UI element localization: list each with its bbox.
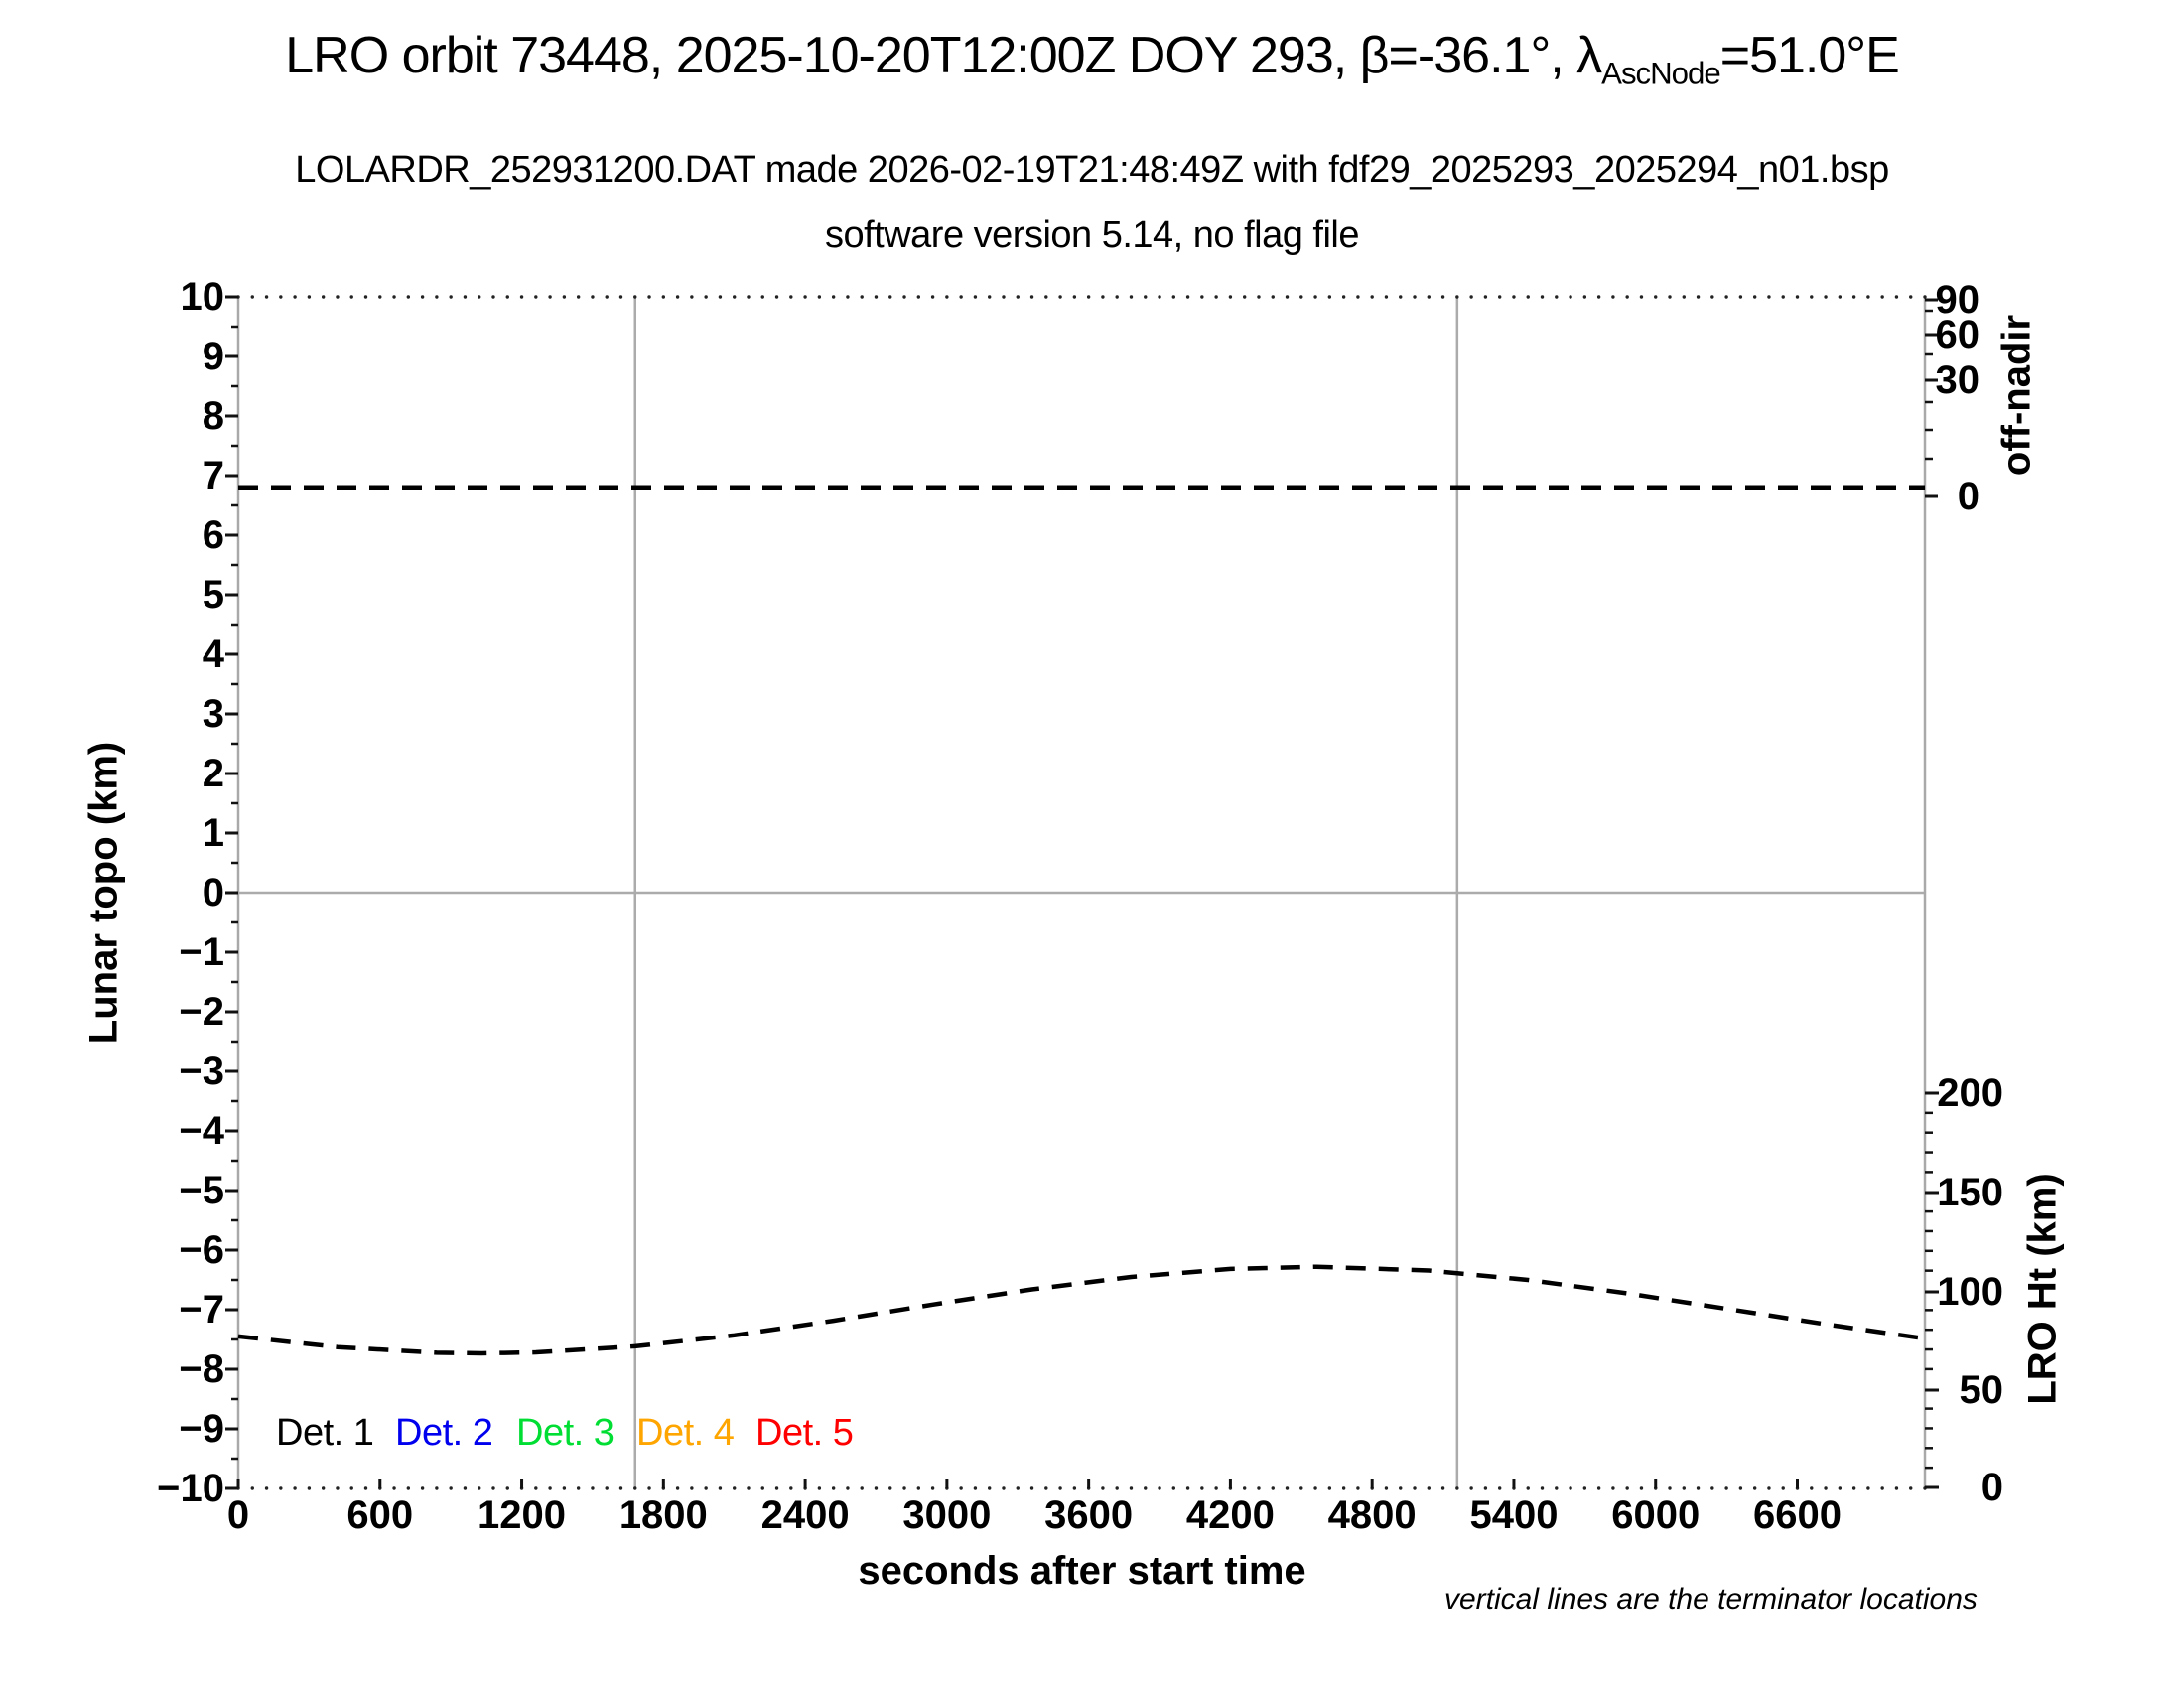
x-tick-label: 4200: [1185, 1493, 1275, 1537]
plot-title-subscript: AscNode: [1601, 56, 1721, 91]
legend-det-1: Det. 1: [276, 1412, 374, 1454]
y-left-tick-label: 10: [180, 275, 225, 319]
reference-lines: [238, 297, 1925, 1488]
y-left-tick-label: −9: [179, 1407, 224, 1451]
lro-ht-tick-label: 100: [1937, 1270, 2003, 1314]
plot-title-prefix: LRO orbit 73448, 2025-10-20T12:00Z DOY 2…: [285, 27, 1602, 84]
off-nadir-tick-label: 90: [1935, 278, 1980, 322]
lro-ht-tick-label: 0: [1980, 1466, 2003, 1509]
y-left-tick-label: 0: [202, 871, 224, 914]
y-left-tick-label: −10: [157, 1467, 224, 1510]
off-nadir-tick-label: 30: [1935, 358, 1980, 402]
lro-ht-tick-label: 200: [1937, 1071, 2003, 1115]
legend-det-3: Det. 3: [516, 1412, 614, 1454]
y-left-tick-label: −5: [179, 1169, 224, 1212]
plot-subtitle-version: software version 5.14, no flag file: [824, 214, 1360, 256]
x-tick-label: 3000: [902, 1493, 992, 1537]
series-LRO-height: [237, 1264, 1926, 1356]
off-nadir-axis-label: off-nadir: [1994, 314, 2039, 477]
x-tick-label: 0: [226, 1493, 250, 1537]
y-left-tick-label: −1: [179, 930, 224, 974]
lro-ht-tick-label: 150: [1937, 1171, 2003, 1214]
lro-ht-axis-label: LRO Ht (km): [2020, 1173, 2065, 1405]
off-nadir-tick-label: 60: [1935, 313, 1980, 356]
y-left-tick-label: 1: [202, 811, 224, 855]
y-left-tick-label: 7: [202, 454, 224, 497]
x-tick-label: 2400: [760, 1493, 850, 1537]
terminator-note: vertical lines are the terminator locati…: [1444, 1583, 1978, 1616]
plot-subtitle-file: LOLARDR_252931200.DAT made 2026-02-19T21…: [295, 149, 1889, 191]
y-left-tick-label: 3: [202, 692, 224, 736]
legend-det-4: Det. 4: [636, 1412, 735, 1454]
y-left-tick-label: −3: [179, 1050, 224, 1093]
plot-title: LRO orbit 73448, 2025-10-20T12:00Z DOY 2…: [0, 26, 2184, 91]
x-tick-label: 6000: [1611, 1493, 1701, 1537]
y-left-tick-label: 5: [202, 573, 224, 617]
x-tick-label: 5400: [1469, 1493, 1559, 1537]
legend-det-5: Det. 5: [755, 1412, 854, 1454]
off-nadir-tick-label: 0: [1957, 475, 1979, 518]
plot-title-suffix: =51.0°E: [1719, 27, 1900, 84]
y-left-tick-label: −6: [179, 1228, 224, 1272]
x-tick-label: 6600: [1753, 1493, 1842, 1537]
y-left-tick-label: 9: [202, 335, 224, 378]
x-tick-label: 3600: [1044, 1493, 1134, 1537]
y-left-tick-label: −8: [179, 1347, 224, 1391]
x-tick-label: 4800: [1327, 1493, 1417, 1537]
y-left-tick-label: 4: [202, 633, 224, 676]
lro-ht-tick-label: 50: [1959, 1368, 2004, 1412]
y-left-tick-label: 8: [202, 394, 224, 438]
y-left-tick-label: 2: [202, 752, 224, 795]
y-left-tick-label: −2: [179, 990, 224, 1034]
x-tick-label: 1800: [618, 1493, 708, 1537]
x-tick-label: 600: [346, 1493, 414, 1537]
legend-det-2: Det. 2: [395, 1412, 493, 1454]
x-axis-label: seconds after start time: [858, 1549, 1306, 1593]
x-tick-label: 1200: [478, 1493, 567, 1537]
data-series: [237, 485, 1926, 1356]
axes-and-ticks: [225, 295, 1939, 1490]
y-left-tick-label: −4: [179, 1109, 224, 1153]
y-axis-label-left: Lunar topo (km): [81, 741, 126, 1045]
y-left-tick-label: −7: [179, 1288, 224, 1332]
y-left-tick-label: 6: [202, 513, 224, 557]
